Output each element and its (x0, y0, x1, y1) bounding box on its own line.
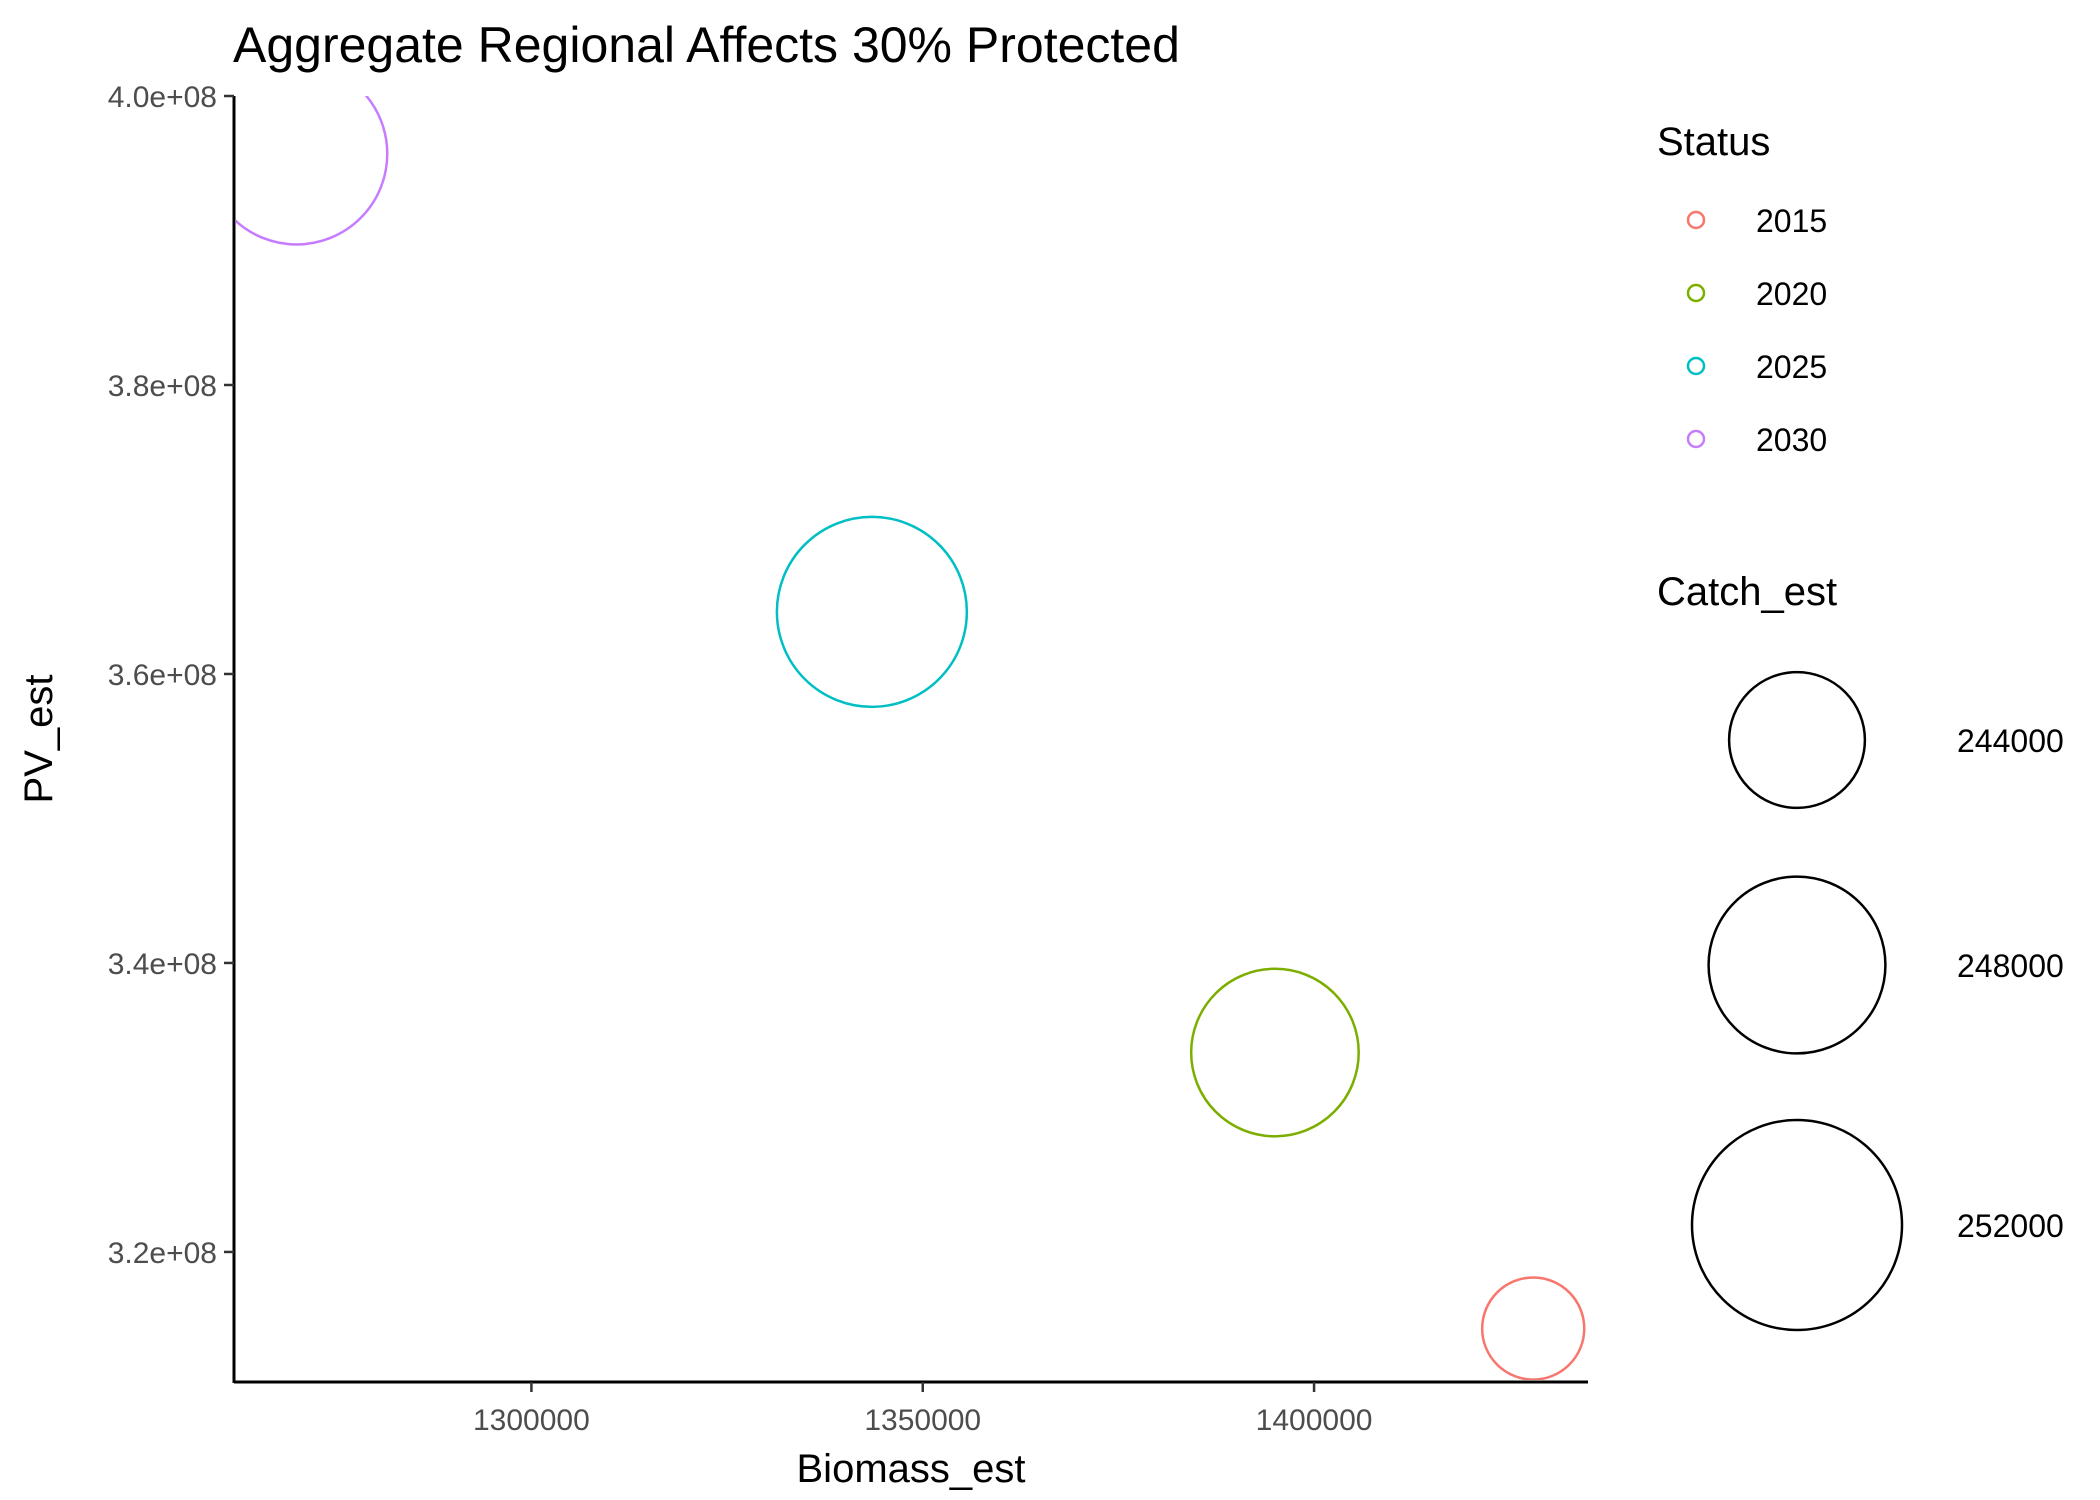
y-tick-label: 3.2e+08 (108, 1237, 217, 1270)
legend: Status 2015 2020 2025 2030 Catch_est 244000… (1657, 120, 2064, 1332)
bubble-2030 (236, 96, 389, 246)
legend-catch-title: Catch_est (1657, 570, 1837, 614)
plot-area: 1300000 1350000 1400000 3.2e+08 3.4e+08 3.6e… (108, 81, 1588, 1437)
legend-status-title: Status (1657, 120, 1770, 164)
y-tick-label: 3.4e+08 (108, 948, 217, 981)
legend-key-2030 (1686, 429, 1706, 449)
y-axis-ticks: 3.2e+08 3.4e+08 3.6e+08 3.8e+08 4.0e+08 (108, 81, 234, 1270)
data-points (236, 96, 1586, 1380)
legend-key-2020 (1686, 283, 1706, 303)
legend-status-items: 2015 2020 2025 2030 (1686, 203, 1827, 458)
legend-label-2015: 2015 (1756, 203, 1827, 239)
legend-key-2015 (1686, 210, 1706, 230)
legend-label-2020: 2020 (1756, 276, 1827, 312)
x-axis-ticks: 1300000 1350000 1400000 (473, 1382, 1372, 1437)
legend-size-key-252000 (1690, 1118, 1904, 1332)
legend-size-label-244000: 244000 (1957, 723, 2064, 759)
legend-size-key-248000 (1707, 875, 1887, 1055)
y-tick-label: 4.0e+08 (108, 81, 217, 114)
bubble-2015 (1480, 1276, 1586, 1380)
x-tick-label: 1300000 (473, 1404, 590, 1437)
legend-label-2025: 2025 (1756, 349, 1827, 385)
chart-title: Aggregate Regional Affects 30% Protected (233, 17, 1180, 73)
legend-size-key-244000 (1727, 670, 1867, 810)
legend-label-2030: 2030 (1756, 422, 1827, 458)
legend-key-2025 (1686, 356, 1706, 376)
legend-size-label-252000: 252000 (1957, 1208, 2064, 1244)
bubble-2025 (775, 515, 969, 709)
x-tick-label: 1400000 (1256, 1404, 1373, 1437)
bubble-2020 (1189, 967, 1360, 1138)
y-tick-label: 3.6e+08 (108, 659, 217, 692)
y-tick-label: 3.8e+08 (108, 370, 217, 403)
legend-catch-items: 244000 248000 252000 (1690, 670, 2064, 1332)
legend-size-label-248000: 248000 (1957, 948, 2064, 984)
x-tick-label: 1350000 (864, 1404, 981, 1437)
y-axis-title: PV_est (17, 675, 61, 804)
x-axis-title: Biomass_est (797, 1447, 1026, 1491)
